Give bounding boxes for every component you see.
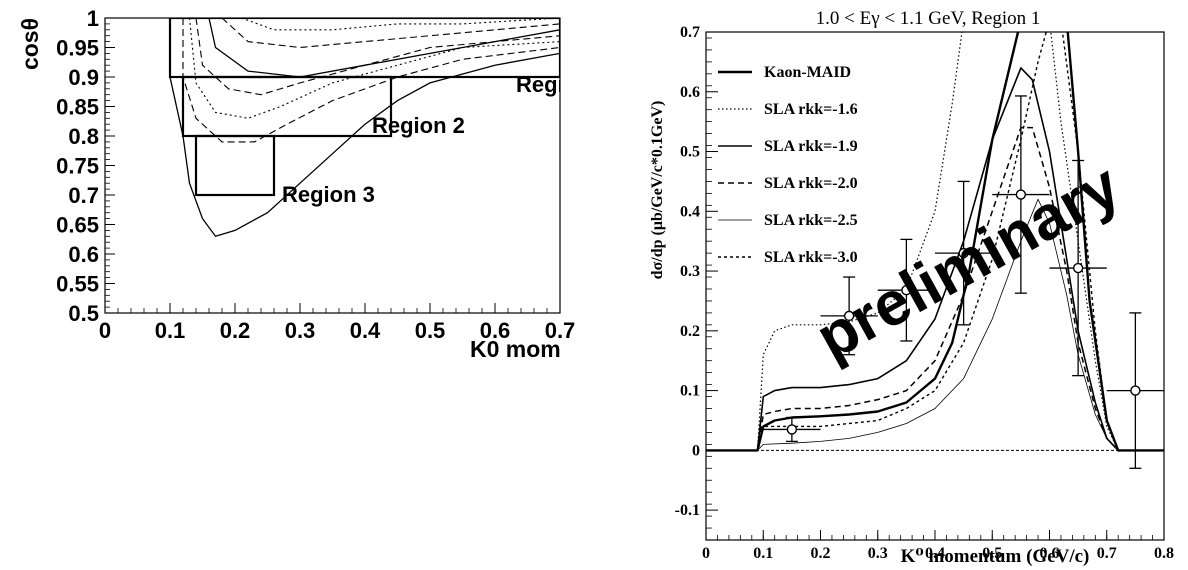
legend-label: SLA rkk=-1.9 <box>764 138 858 155</box>
right-x-tick-label: 0.1 <box>753 545 773 562</box>
right-chart-title: 1.0 < Eγ < 1.1 GeV, Region 1 <box>816 8 1041 29</box>
right-x-tick-label: 0 <box>702 545 710 562</box>
curve-4 <box>706 198 1164 451</box>
left-y-axis-label: cosθ <box>17 18 43 70</box>
region-label: Region 1 <box>516 72 609 97</box>
data-point <box>1106 312 1164 469</box>
left-x-tick-label: 0.1 <box>155 318 186 343</box>
right-x-tick-label: 0.8 <box>1154 545 1174 562</box>
left-x-tick-label: 0 <box>99 318 111 343</box>
curve-5 <box>706 32 1164 452</box>
region-label: Region 2 <box>372 113 465 138</box>
right-x-tick-label: 0.4 <box>925 545 945 562</box>
right-x-tick-label: 0.5 <box>982 545 1002 562</box>
right-y-tick-label: -0.1 <box>675 502 700 519</box>
left-y-tick-label: 1 <box>87 6 99 31</box>
legend-label: SLA rkk=-2.0 <box>764 175 858 192</box>
left-x-tick-label: 0.7 <box>545 318 576 343</box>
left-region-labels: Region 1 Region 2 Region 3 <box>282 72 609 207</box>
contour-line <box>195 18 560 96</box>
left-chart: 0 0.1 0.2 0.3 0.4 0.5 0.6 0.7 1 0.95 0.9 0.85 0.8 0.7… <box>17 6 630 362</box>
data-point <box>992 95 1050 294</box>
curve-0 <box>706 32 1164 452</box>
right-axes: 0 0.1 0.2 0.3 0.4 0.5 0.6 0.7 0.8 -0.1 0 0.1 0.2 0.3 0… <box>675 24 1174 562</box>
right-x-tick-label: 0.7 <box>1097 545 1117 562</box>
region-box <box>194 134 276 197</box>
left-x-tick-label: 0.5 <box>415 318 446 343</box>
data-point <box>877 238 935 342</box>
left-x-tick-label: 0.4 <box>350 318 381 343</box>
left-y-tick-label: 0.85 <box>56 95 99 120</box>
right-y-tick-label: 0.3 <box>680 263 700 280</box>
left-x-tick-label: 0.2 <box>220 318 251 343</box>
right-x-axis-label: K⁰ momentum (GeV/c) <box>901 546 1090 567</box>
left-y-tick-label: 0.5 <box>68 301 99 326</box>
left-y-tick-label: 0.75 <box>56 154 99 179</box>
right-chart: 1.0 < Eγ < 1.1 GeV, Region 1 0 0.1 0.2 0.3 0… <box>649 8 1174 567</box>
data-point <box>1049 159 1107 377</box>
right-y-axis-label: dσ/dp (μb/GeV/c*0.1GeV) <box>649 101 666 280</box>
left-x-axis-label: K0 momentum <box>470 336 630 362</box>
left-x-tick-label: 0.6 <box>480 318 511 343</box>
right-y-tick-label: 0.1 <box>680 383 700 400</box>
contour-line <box>221 18 560 49</box>
right-y-tick-label: 0.7 <box>680 24 700 41</box>
left-y-tick-label: 0.95 <box>56 36 99 61</box>
left-region-boxes <box>168 18 560 197</box>
contour-line <box>208 18 560 78</box>
right-y-tick-label: 0.2 <box>680 323 700 340</box>
legend-label: SLA rkk=-1.6 <box>764 101 858 118</box>
right-y-tick-label: 0 <box>692 442 700 459</box>
left-axes: 0 0.1 0.2 0.3 0.4 0.5 0.6 0.7 1 0.95 0.9 0.85 0.8 0.7… <box>56 6 575 343</box>
data-point <box>935 180 993 326</box>
left-y-tick-label: 0.8 <box>68 124 99 149</box>
left-contours <box>169 18 560 238</box>
right-curves <box>706 32 1164 452</box>
contour-line <box>169 18 560 238</box>
curve-1 <box>706 32 1164 451</box>
contour-line <box>182 18 560 143</box>
data-point <box>763 416 821 443</box>
right-y-tick-label: 0.4 <box>680 203 700 220</box>
left-y-tick-label: 0.7 <box>68 183 99 208</box>
right-x-tick-label: 0.2 <box>811 545 831 562</box>
right-y-tick-label: 0.6 <box>680 84 700 101</box>
contour-line <box>241 18 560 31</box>
left-y-tick-label: 0.65 <box>56 213 99 238</box>
legend-label: SLA rkk=-2.5 <box>764 212 858 229</box>
right-data-points <box>763 95 1164 469</box>
contour-line <box>188 18 560 119</box>
right-x-tick-label: 0.6 <box>1040 545 1060 562</box>
data-point <box>820 276 878 356</box>
right-y-tick-label: 0.5 <box>680 144 700 161</box>
left-y-tick-label: 0.55 <box>56 272 99 297</box>
right-legend: Kaon-MAID SLA rkk=-1.6 SLA rkk=-1.9 SLA rkk… <box>718 64 858 266</box>
legend-label: Kaon-MAID <box>764 64 851 81</box>
region-box <box>181 75 393 138</box>
left-y-tick-label: 0.6 <box>68 242 99 267</box>
legend-label: SLA rkk=-3.0 <box>764 249 858 266</box>
right-x-tick-label: 0.3 <box>868 545 888 562</box>
left-x-tick-label: 0.3 <box>285 318 316 343</box>
region-label: Region 3 <box>282 182 375 207</box>
left-plot-frame <box>104 17 561 314</box>
curve-3 <box>706 126 1164 452</box>
left-y-tick-label: 0.9 <box>68 65 99 90</box>
